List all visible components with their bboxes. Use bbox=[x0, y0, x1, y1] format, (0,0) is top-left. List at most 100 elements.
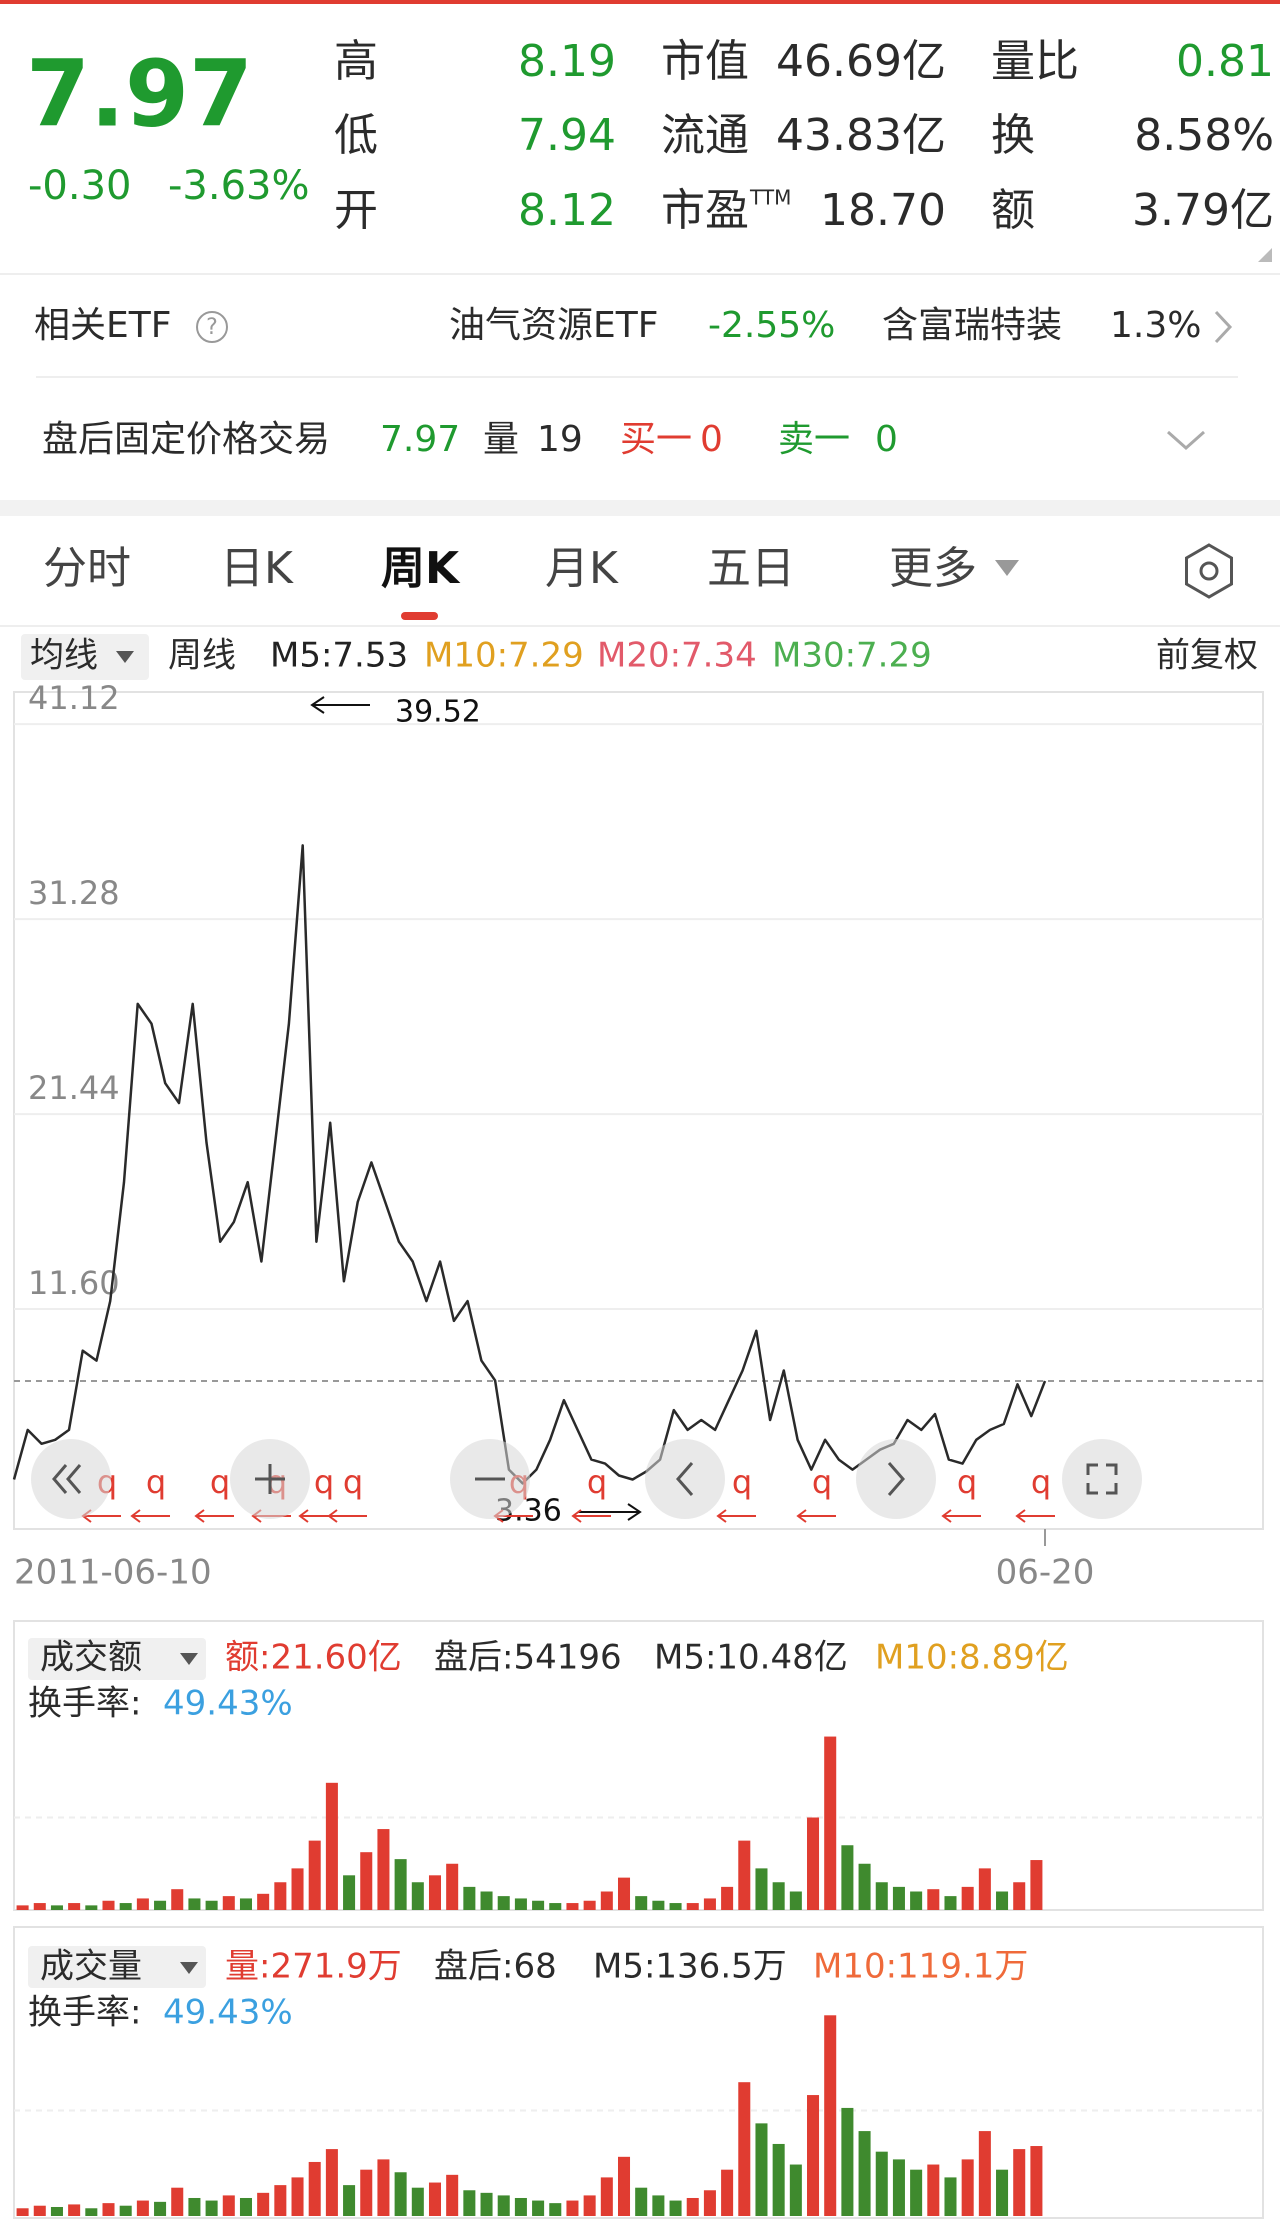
ma-dropdown-box[interactable] bbox=[21, 634, 149, 680]
y-tick-label: 21.44 bbox=[28, 1069, 120, 1107]
bar bbox=[16, 2208, 29, 2216]
bar bbox=[343, 2185, 356, 2216]
stat-value: 8.58% bbox=[1134, 110, 1274, 161]
bar bbox=[652, 2195, 665, 2216]
chevron-right[interactable] bbox=[1214, 310, 1233, 344]
tab[interactable]: 周K bbox=[381, 543, 461, 594]
ma-legend: M30:7.29 bbox=[772, 636, 932, 676]
bar bbox=[188, 2197, 201, 2216]
bar bbox=[566, 1903, 579, 1910]
bar bbox=[463, 1886, 476, 1910]
stat-value: 8.19 bbox=[518, 36, 616, 87]
bar bbox=[171, 1889, 184, 1910]
chart-control-button[interactable] bbox=[1062, 1439, 1142, 1519]
bar bbox=[583, 2195, 596, 2216]
stat-value: 3.79亿 bbox=[1132, 185, 1274, 236]
bar bbox=[841, 2107, 854, 2216]
bar bbox=[291, 2177, 304, 2216]
panel-dropdown[interactable]: 成交额 bbox=[40, 1638, 142, 1678]
chart-control-button[interactable] bbox=[645, 1439, 725, 1519]
section-gap bbox=[0, 500, 1280, 516]
icon bbox=[255, 1464, 285, 1494]
bar bbox=[377, 2159, 390, 2216]
chart-control-button[interactable] bbox=[31, 1439, 111, 1519]
bar bbox=[617, 2156, 631, 2216]
amount-dropdown-box[interactable] bbox=[28, 1638, 206, 1680]
bar bbox=[119, 1903, 132, 1910]
bar bbox=[1030, 2146, 1043, 2216]
bar bbox=[807, 2095, 820, 2216]
event-arrow-head bbox=[1015, 1509, 1026, 1523]
tab[interactable]: 分时 bbox=[43, 543, 131, 594]
bar bbox=[755, 2123, 768, 2216]
max-annotation: 39.52 bbox=[395, 695, 481, 730]
panel-m5: M5:136.5万 bbox=[593, 1947, 787, 1987]
stat-value: 43.83亿 bbox=[776, 110, 946, 161]
bar bbox=[772, 1882, 785, 1910]
panel-dropdown[interactable]: 成交量 bbox=[40, 1947, 142, 1987]
stat-label: 量比 bbox=[991, 36, 1079, 87]
etf-label: 相关ETF bbox=[34, 305, 171, 346]
icon bbox=[66, 1464, 82, 1494]
ma-legend: M10:7.29 bbox=[424, 636, 584, 676]
bar bbox=[738, 1840, 751, 1910]
ma-period: 周线 bbox=[168, 636, 236, 676]
x-tick-label: 2011-06-10 bbox=[14, 1553, 212, 1593]
bar bbox=[875, 2151, 888, 2216]
bar bbox=[85, 2208, 98, 2216]
bar bbox=[652, 1900, 665, 1910]
bar bbox=[274, 2185, 287, 2216]
adjust-mode[interactable]: 前复权 bbox=[1156, 636, 1258, 676]
etf-holding-pct: 1.3% bbox=[1110, 305, 1201, 346]
volume-dropdown-box[interactable] bbox=[28, 1946, 206, 1988]
price-change: -0.30 bbox=[28, 163, 132, 209]
bar bbox=[411, 1882, 424, 1910]
bar bbox=[875, 1882, 888, 1910]
buy-label: 买一 bbox=[620, 419, 692, 460]
bar bbox=[600, 2177, 613, 2216]
bar bbox=[497, 1896, 510, 1910]
help-icon[interactable] bbox=[196, 311, 228, 343]
bar bbox=[411, 2187, 424, 2216]
chart-control-button[interactable] bbox=[856, 1439, 936, 1519]
bar bbox=[446, 1863, 459, 1910]
etf-holding: 含富瑞特装 bbox=[882, 305, 1062, 346]
tab[interactable]: 月K bbox=[545, 543, 619, 594]
bar bbox=[841, 1845, 854, 1910]
icon bbox=[52, 1464, 68, 1494]
bar bbox=[789, 1891, 802, 1910]
price-change-pct: -3.63% bbox=[168, 163, 310, 209]
tab[interactable]: 日K bbox=[220, 543, 294, 594]
bar bbox=[257, 2192, 270, 2216]
panel-m5: M5:10.48亿 bbox=[654, 1638, 848, 1678]
bar bbox=[463, 2190, 476, 2216]
bar bbox=[239, 1898, 252, 1910]
event-arrow-head bbox=[796, 1509, 807, 1523]
settings-icon[interactable] bbox=[1185, 543, 1233, 599]
bar bbox=[703, 1898, 716, 1910]
bar bbox=[291, 1868, 304, 1910]
bar bbox=[944, 1896, 957, 1910]
tab[interactable]: 更多 bbox=[889, 543, 977, 594]
event-marker: q bbox=[343, 1463, 363, 1501]
y-tick-label: 41.12 bbox=[28, 679, 120, 717]
bar bbox=[154, 2201, 167, 2216]
annotation-arrow-head bbox=[627, 1503, 642, 1521]
stat-label: 流通 bbox=[661, 110, 749, 161]
chevron-down[interactable] bbox=[1167, 430, 1205, 451]
bar bbox=[927, 2164, 940, 2216]
bar bbox=[85, 1905, 98, 1910]
ma-dropdown[interactable]: 均线 bbox=[30, 636, 98, 676]
y-tick-label: 11.60 bbox=[28, 1264, 120, 1302]
bar bbox=[514, 2197, 527, 2216]
event-arrow-head bbox=[130, 1509, 141, 1523]
event-arrow-head bbox=[327, 1509, 338, 1523]
bar bbox=[50, 2206, 63, 2216]
after-hours-price: 7.97 bbox=[380, 419, 460, 460]
bar bbox=[325, 1782, 338, 1910]
bar bbox=[892, 1886, 905, 1910]
icon bbox=[887, 1462, 905, 1496]
tab[interactable]: 五日 bbox=[707, 543, 795, 594]
